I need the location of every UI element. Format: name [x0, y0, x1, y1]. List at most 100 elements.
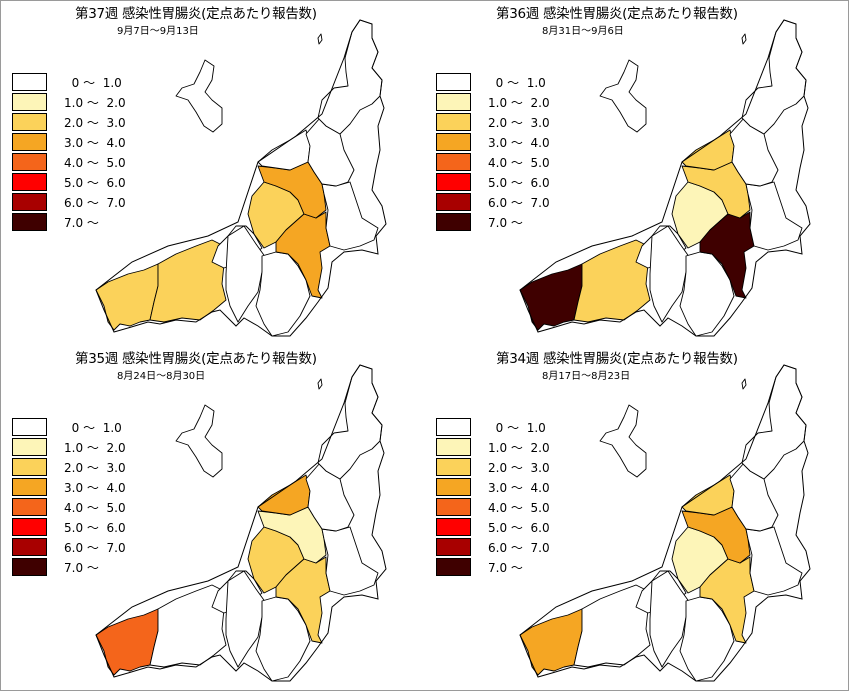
map-panel-week37: 第37週 感染性胃腸炎(定点あたり報告数) 9月7日〜9月13日 0 〜 1.0…: [0, 0, 424, 345]
legend-label: 6.0 〜 7.0: [64, 196, 126, 210]
region-tokamachi: [649, 570, 691, 668]
legend-item: 5.0 〜 6.0: [436, 517, 616, 537]
sado-island: [599, 59, 647, 133]
legend-swatch: [436, 213, 471, 231]
legend-swatch: [12, 558, 47, 576]
awashima-island: [317, 33, 323, 45]
legend-swatch: [436, 418, 471, 436]
legend-swatch: [436, 73, 471, 91]
legend-item: 7.0 〜: [12, 212, 192, 232]
region-tokamachi: [225, 570, 267, 668]
legend-item: 2.0 〜 3.0: [12, 457, 192, 477]
prefecture-map: [95, 19, 387, 337]
legend-swatch: [12, 133, 47, 151]
legend-swatch: [12, 498, 47, 516]
legend-item: 7.0 〜: [436, 557, 616, 577]
legend-swatch: [436, 558, 471, 576]
legend: 0 〜 1.0 1.0 〜 2.0 2.0 〜 3.0 3.0 〜 4.0 4.0 〜 …: [12, 417, 192, 577]
legend-item: 0 〜 1.0: [436, 72, 616, 92]
legend-item: 0 〜 1.0: [12, 417, 192, 437]
legend-label: 2.0 〜 3.0: [488, 461, 550, 475]
map-panel-week34: 第34週 感染性胃腸炎(定点あたり報告数) 8月17日〜8月23日 0 〜 1.…: [424, 345, 848, 690]
prefecture-map: [95, 364, 387, 682]
legend-swatch: [12, 93, 47, 111]
panel-title: 第34週 感染性胃腸炎(定点あたり報告数): [496, 351, 738, 367]
legend-item: 0 〜 1.0: [12, 72, 192, 92]
legend-swatch: [12, 438, 47, 456]
legend-label: 2.0 〜 3.0: [64, 461, 126, 475]
legend-item: 4.0 〜 5.0: [436, 497, 616, 517]
legend-label: 4.0 〜 5.0: [488, 156, 550, 170]
legend-label: 5.0 〜 6.0: [64, 176, 126, 190]
awashima-island: [741, 33, 747, 45]
legend-item: 7.0 〜: [12, 557, 192, 577]
region-itoigawa: [519, 608, 583, 676]
panel-date-range: 8月31日〜9月6日: [542, 26, 624, 37]
region-niigata: [257, 129, 311, 171]
legend-swatch: [12, 113, 47, 131]
legend-label: 7.0 〜: [64, 561, 99, 575]
legend-swatch: [12, 73, 47, 91]
legend-label: 4.0 〜 5.0: [64, 156, 126, 170]
region-niigata: [681, 474, 735, 516]
legend-item: 3.0 〜 4.0: [436, 132, 616, 152]
legend-swatch: [12, 193, 47, 211]
region-joetsu: [573, 239, 651, 323]
legend-swatch: [436, 153, 471, 171]
prefecture-outline: [95, 19, 387, 337]
legend-item: 6.0 〜 7.0: [12, 192, 192, 212]
awashima-island: [741, 378, 747, 390]
legend-swatch: [12, 518, 47, 536]
region-joetsu: [573, 584, 651, 668]
legend-item: 4.0 〜 5.0: [436, 152, 616, 172]
map-panel-week35: 第35週 感染性胃腸炎(定点あたり報告数) 8月24日〜8月30日 0 〜 1.…: [0, 345, 424, 690]
legend-item: 2.0 〜 3.0: [12, 112, 192, 132]
legend-swatch: [436, 478, 471, 496]
prefecture-outline: [519, 19, 811, 337]
prefecture-outline: [95, 364, 387, 682]
legend-label: 7.0 〜: [488, 216, 523, 230]
legend: 0 〜 1.0 1.0 〜 2.0 2.0 〜 3.0 3.0 〜 4.0 4.0 〜 …: [12, 72, 192, 232]
legend-item: 1.0 〜 2.0: [436, 92, 616, 112]
region-joetsu: [149, 239, 227, 323]
legend-item: 5.0 〜 6.0: [12, 517, 192, 537]
panel-title: 第36週 感染性胃腸炎(定点あたり報告数): [496, 6, 738, 22]
legend-swatch: [12, 418, 47, 436]
panel-date-range: 8月24日〜8月30日: [117, 371, 206, 382]
legend-label: 2.0 〜 3.0: [488, 116, 550, 130]
legend-label: 1.0 〜 2.0: [64, 441, 126, 455]
legend-swatch: [12, 173, 47, 191]
sado-island: [175, 404, 223, 478]
legend-item: 0 〜 1.0: [436, 417, 616, 437]
legend-swatch: [12, 478, 47, 496]
legend-item: 5.0 〜 6.0: [12, 172, 192, 192]
legend-swatch: [12, 538, 47, 556]
legend-swatch: [436, 93, 471, 111]
legend-swatch: [436, 438, 471, 456]
region-niitsu: [745, 181, 803, 251]
legend-swatch: [436, 458, 471, 476]
legend-label: 1.0 〜 2.0: [488, 96, 550, 110]
panel-title: 第35週 感染性胃腸炎(定点あたり報告数): [75, 351, 317, 367]
region-tokamachi: [649, 225, 691, 323]
legend-swatch: [436, 173, 471, 191]
legend-label: 0 〜 1.0: [488, 76, 546, 90]
legend-label: 6.0 〜 7.0: [64, 541, 126, 555]
legend-label: 5.0 〜 6.0: [64, 521, 126, 535]
legend-label: 1.0 〜 2.0: [64, 96, 126, 110]
legend-item: 6.0 〜 7.0: [12, 537, 192, 557]
region-itoigawa: [95, 263, 159, 331]
prefecture-map: [519, 19, 811, 337]
legend-swatch: [436, 518, 471, 536]
region-tokamachi: [225, 225, 267, 323]
legend-label: 7.0 〜: [64, 216, 99, 230]
region-uonuma: [275, 211, 331, 299]
legend-swatch: [436, 498, 471, 516]
legend-swatch: [12, 153, 47, 171]
legend-swatch: [12, 458, 47, 476]
legend-item: 4.0 〜 5.0: [12, 497, 192, 517]
region-itoigawa: [95, 608, 159, 676]
legend: 0 〜 1.0 1.0 〜 2.0 2.0 〜 3.0 3.0 〜 4.0 4.0 〜 …: [436, 417, 616, 577]
legend-swatch: [436, 193, 471, 211]
legend-label: 7.0 〜: [488, 561, 523, 575]
